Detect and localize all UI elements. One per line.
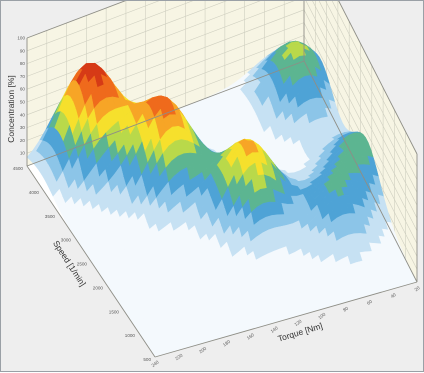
torque-tick-label: 140 (270, 325, 280, 334)
z-tick-label: 20 (20, 138, 26, 143)
speed-tick-label: 2500 (77, 262, 88, 267)
speed-tick-label: 4500 (13, 166, 24, 171)
z-tick-label: 80 (20, 61, 26, 66)
speed-tick-label: 1000 (125, 333, 136, 338)
torque-tick-label: 160 (246, 332, 256, 341)
speed-tick-label: 500 (143, 357, 151, 362)
z-tick-label: 70 (20, 74, 26, 79)
z-tick-label: 90 (20, 48, 26, 53)
z-tick-label: 60 (20, 87, 26, 92)
torque-tick-label: 220 (174, 352, 184, 361)
speed-tick-label: 4000 (29, 190, 40, 195)
torque-tick-label: 100 (317, 312, 327, 321)
z-tick-label: 30 (20, 125, 26, 130)
torque-tick-label: 20 (414, 285, 421, 292)
torque-tick-label: 60 (366, 299, 373, 306)
z-tick-label: 10 (20, 151, 26, 156)
z-axis-label: Concentration [%] (6, 75, 16, 143)
speed-tick-label: 3500 (45, 214, 56, 219)
speed-tick-label: 1500 (109, 309, 120, 314)
torque-tick-label: 40 (390, 292, 397, 299)
torque-tick-label: 200 (198, 346, 208, 355)
z-tick-label: 100 (17, 36, 25, 41)
z-tick-label: 50 (20, 100, 26, 105)
z-tick-label: 40 (20, 112, 26, 117)
torque-tick-label: 180 (222, 339, 232, 348)
speed-tick-label: 2000 (93, 285, 104, 290)
torque-tick-label: 240 (151, 359, 161, 368)
torque-tick-label: 80 (342, 305, 349, 312)
